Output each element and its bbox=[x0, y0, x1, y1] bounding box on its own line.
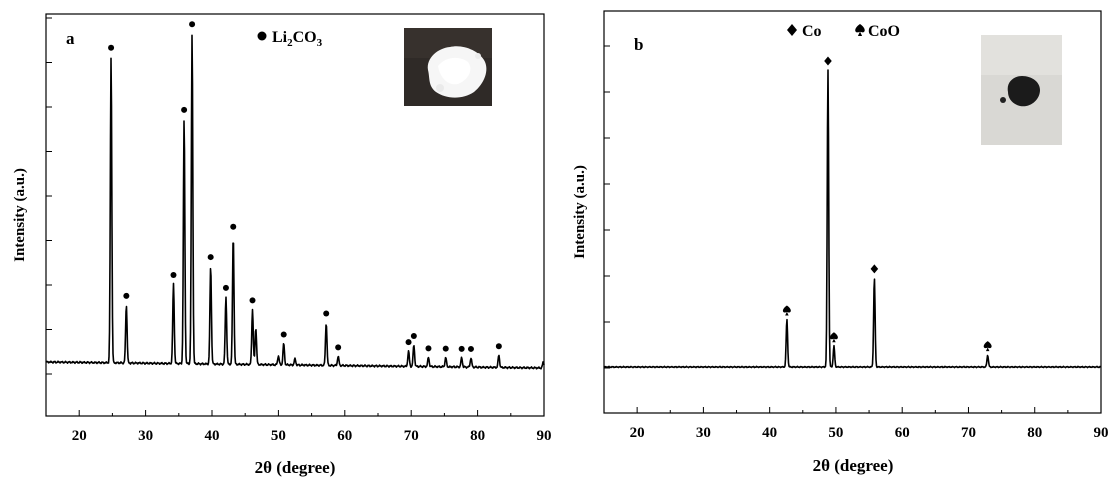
legend-sub-2: 2 bbox=[287, 37, 293, 49]
panel-b-frame bbox=[603, 10, 1102, 414]
panel-b-peak-marker-3 bbox=[870, 264, 879, 274]
panel-a-chart: 20 30 40 50 60 70 80 90 a Li2CO3 Intensity (a.u… bbox=[12, 13, 552, 477]
panel-a-peak-marker-19 bbox=[458, 345, 465, 352]
panel-b-y-ticks bbox=[604, 45, 610, 369]
panel-b-x-tick-label-50: 50 bbox=[828, 425, 843, 441]
panel-a-peak-marker-11 bbox=[280, 331, 287, 338]
panel-a-x-ticks: 20 30 40 50 60 70 80 90 bbox=[45, 410, 552, 444]
panel-b-peak-markers bbox=[782, 56, 992, 352]
panel-a-peak-marker-16 bbox=[410, 333, 417, 340]
panel-a-x-tick-label-40: 40 bbox=[205, 428, 220, 444]
legend-sub-3: 3 bbox=[317, 37, 323, 49]
panel-a-y-ticks bbox=[46, 17, 52, 375]
panel-a-peak-marker-18 bbox=[442, 345, 449, 352]
panel-a-x-tick-label-50: 50 bbox=[271, 428, 286, 444]
photo-inset-white-powder bbox=[404, 28, 492, 106]
photo-inset-black-powder bbox=[981, 35, 1062, 145]
panel-a-peak-marker-20 bbox=[467, 345, 474, 352]
panel-b-y-axis-title: Intensity (a.u.) bbox=[572, 165, 588, 259]
panel-a-peak-marker-0 bbox=[108, 44, 115, 51]
panel-b-x-tick-label-30: 30 bbox=[696, 425, 711, 441]
panel-a-x-tick-label-80: 80 bbox=[470, 428, 485, 444]
panel-a-peak-marker-5 bbox=[207, 254, 214, 261]
panel-a-peak-marker-21 bbox=[495, 343, 502, 350]
panel-b-legend: Co CoO bbox=[787, 23, 900, 40]
legend-li2co3-label: Li2CO3 bbox=[272, 29, 323, 49]
panel-b-x-tick-label-20: 20 bbox=[630, 425, 645, 441]
legend-co-label: Co bbox=[802, 23, 822, 40]
panel-a-peak-marker-14 bbox=[335, 344, 342, 351]
panel-a-legend: Li2CO3 bbox=[257, 29, 323, 49]
panel-a-peak-marker-3 bbox=[181, 106, 188, 113]
panel-a-peak-marker-6 bbox=[222, 284, 229, 291]
panel-b-x-tick-label-70: 70 bbox=[961, 425, 976, 441]
panel-a-peak-markers bbox=[108, 21, 502, 352]
panel-b-x-tick-label-60: 60 bbox=[895, 425, 910, 441]
panel-b-diffraction-trace bbox=[603, 69, 1102, 369]
panel-a-frame bbox=[45, 13, 545, 417]
panel-a-x-tick-label-90: 90 bbox=[537, 428, 552, 444]
legend-spade-shape bbox=[855, 24, 865, 36]
panel-a-x-tick-label-70: 70 bbox=[404, 428, 419, 444]
legend-co-text: CO bbox=[293, 29, 317, 46]
panel-b-x-tick-label-90: 90 bbox=[1094, 425, 1109, 441]
panel-b-peak-marker-2 bbox=[829, 332, 838, 343]
panel-a-peak-marker-1 bbox=[123, 292, 130, 299]
panel-b-x-tick-label-80: 80 bbox=[1027, 425, 1042, 441]
panel-a-peak-marker-13 bbox=[323, 310, 330, 317]
panel-b-peak-marker-0 bbox=[782, 305, 791, 316]
panel-b-peak-marker-4 bbox=[983, 341, 992, 352]
panel-a-x-axis-title: 2θ (degree) bbox=[255, 458, 336, 477]
panel-a-peak-marker-4 bbox=[189, 21, 196, 28]
panel-a-label: a bbox=[66, 29, 75, 48]
panel-b-x-axis-title: 2θ (degree) bbox=[813, 456, 894, 475]
panel-b-x-ticks: 20 30 40 50 60 70 80 90 bbox=[603, 407, 1109, 441]
panel-a-peak-marker-17 bbox=[425, 345, 432, 352]
panel-a-x-tick-label-20: 20 bbox=[72, 428, 87, 444]
panel-b-chart: 20 30 40 50 60 70 80 90 b Co CoO Intensity (a.u… bbox=[572, 10, 1109, 475]
panel-a-diffraction-trace bbox=[45, 34, 545, 370]
legend-circle-marker bbox=[257, 31, 267, 41]
panel-a-y-axis-title: Intensity (a.u.) bbox=[12, 168, 28, 262]
legend-coo-label: CoO bbox=[868, 23, 900, 40]
panel-a-peak-marker-8 bbox=[249, 297, 256, 304]
legend-diamond-marker bbox=[787, 24, 797, 36]
legend-li-text: Li bbox=[272, 29, 288, 46]
panel-a-x-tick-label-30: 30 bbox=[138, 428, 153, 444]
panel-b-peak-marker-1 bbox=[824, 56, 832, 66]
panel-a-x-tick-label-60: 60 bbox=[337, 428, 352, 444]
legend-spade-marker bbox=[855, 24, 865, 36]
panel-b-label: b bbox=[634, 35, 643, 54]
panel-a-peak-marker-15 bbox=[405, 339, 412, 346]
panel-a-peak-marker-2 bbox=[170, 271, 177, 278]
panel-a-peak-marker-7 bbox=[230, 223, 237, 230]
panel-b-x-tick-label-40: 40 bbox=[762, 425, 777, 441]
